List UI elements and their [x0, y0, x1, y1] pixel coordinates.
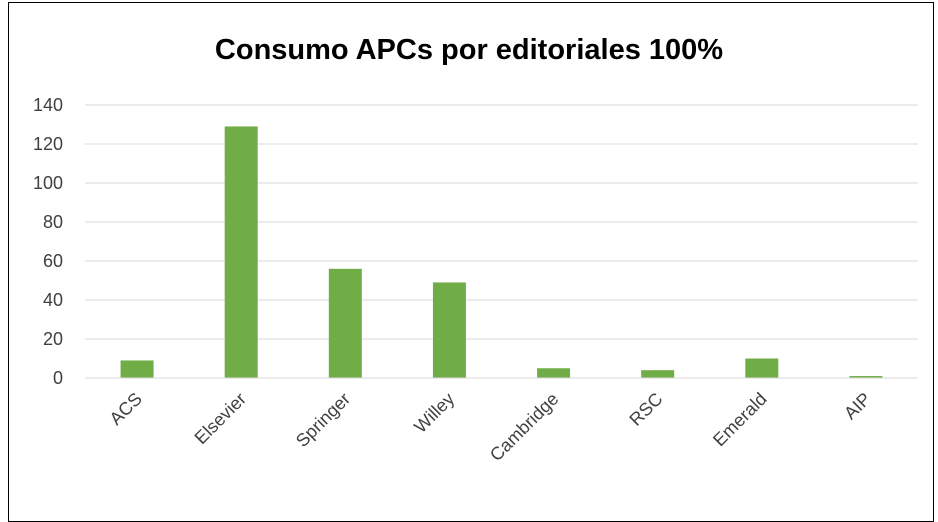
x-tick-label: Cambridge [486, 389, 562, 465]
x-tick-label: RSC [625, 389, 666, 430]
y-tick-label: 80 [43, 212, 63, 232]
x-tick-label: ACS [106, 389, 146, 429]
y-tick-label: 100 [33, 173, 63, 193]
gridlines [85, 104, 918, 340]
bar-elsevier [224, 126, 258, 378]
bar-acs [120, 360, 154, 378]
y-tick-label: 60 [43, 251, 63, 271]
bar-willey [432, 282, 466, 378]
bar-rsc [641, 370, 675, 378]
y-tick-label: 0 [53, 368, 63, 388]
x-axis-tick-labels: ACS Elsevier Springer Willey Cambridge RSC Eme… [106, 389, 875, 465]
y-axis-tick-labels: 0 20 40 60 80 100 120 140 [33, 95, 63, 388]
y-tick-label: 20 [43, 329, 63, 349]
bar-springer [328, 268, 362, 378]
x-tick-label: Emerald [709, 389, 771, 451]
y-tick-label: 40 [43, 290, 63, 310]
x-tick-label: AIP [840, 389, 875, 424]
y-tick-label: 120 [33, 134, 63, 154]
y-tick-label: 140 [33, 95, 63, 115]
chart-plot-area: 0 20 40 60 80 100 120 140 ACS Elsevier Springer Wi… [33, 95, 918, 465]
x-tick-label: Elsevier [191, 389, 250, 448]
bars [120, 126, 883, 378]
bar-aip [849, 376, 883, 378]
x-tick-label: Springer [292, 389, 354, 451]
x-tick-label: Willey [410, 389, 458, 437]
bar-cambridge [537, 368, 571, 378]
chart-frame [8, 2, 934, 522]
chart-title: Consumo APCs por editoriales 100% [214, 34, 724, 66]
bar-emerald [745, 358, 779, 378]
